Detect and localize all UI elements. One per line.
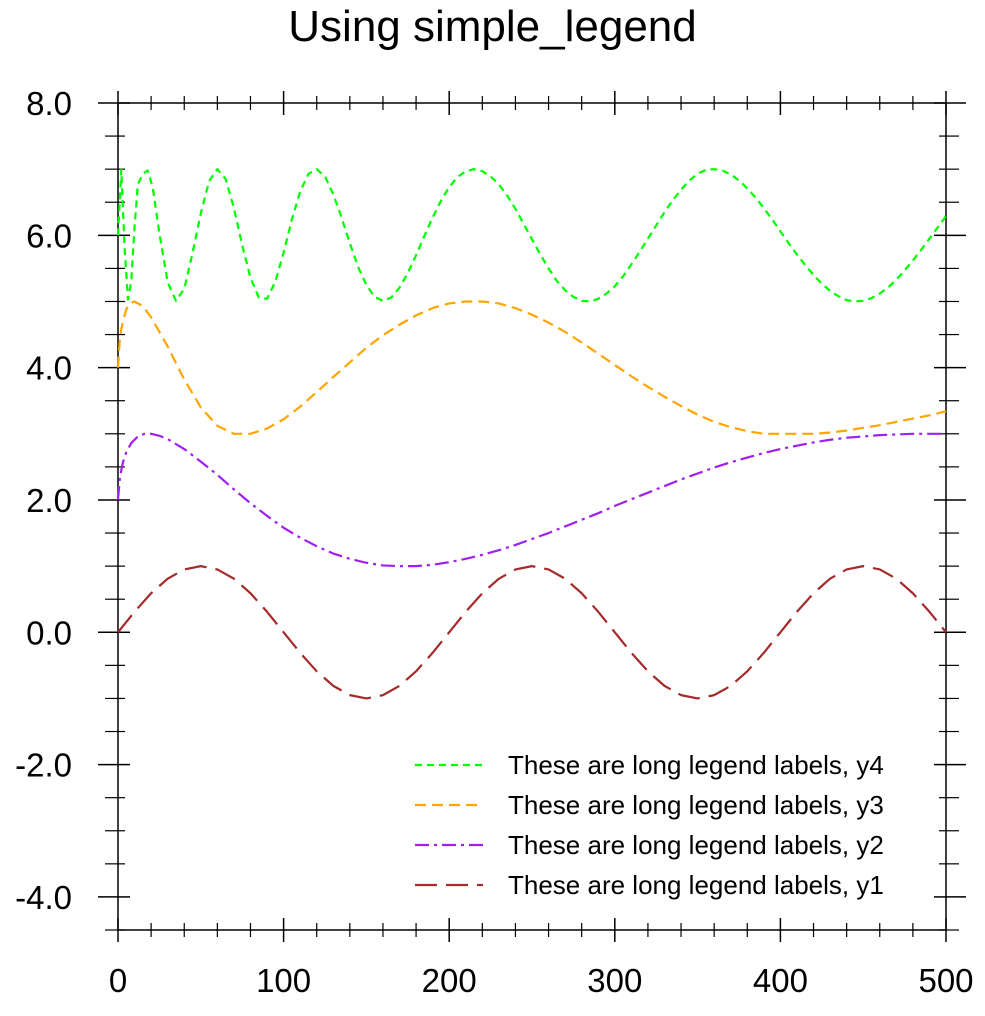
y-tick-label: 8.0 <box>26 85 72 122</box>
axes <box>117 102 947 931</box>
legend: These are long legend labels, y4 These ar… <box>415 750 884 900</box>
chart-title: Using simple_legend <box>288 2 697 51</box>
x-tick-label: 400 <box>753 962 808 999</box>
legend-label: These are long legend labels, y2 <box>508 830 884 860</box>
x-tick-label: 200 <box>422 962 477 999</box>
x-tick-label: 500 <box>918 962 973 999</box>
series-line-2 <box>116 300 947 435</box>
y-tick-label: -2.0 <box>15 747 72 784</box>
y-tick-label: 6.0 <box>26 217 72 254</box>
y-tick-label: 2.0 <box>26 482 72 519</box>
tick-labels: 0 100 200 300 400 500 -4.0 -2.0 0.0 2.0 4.0 6.0 8.0 <box>15 85 973 999</box>
legend-label: These are long legend labels, y3 <box>508 790 884 820</box>
series-line-4 <box>117 565 947 700</box>
y-tick-label: -4.0 <box>15 879 72 916</box>
series-lines <box>116 168 947 700</box>
x-tick-label: 100 <box>256 962 311 999</box>
x-tick-label: 0 <box>109 962 127 999</box>
x-tick-label: 300 <box>587 962 642 999</box>
y-tick-label: 4.0 <box>26 350 72 387</box>
legend-label: These are long legend labels, y4 <box>508 750 884 780</box>
series-line-1 <box>116 168 947 303</box>
plot-frame <box>117 102 947 931</box>
series-line-3 <box>116 432 946 568</box>
y-tick-label: 0.0 <box>26 614 72 651</box>
legend-label: These are long legend labels, y1 <box>508 870 884 900</box>
